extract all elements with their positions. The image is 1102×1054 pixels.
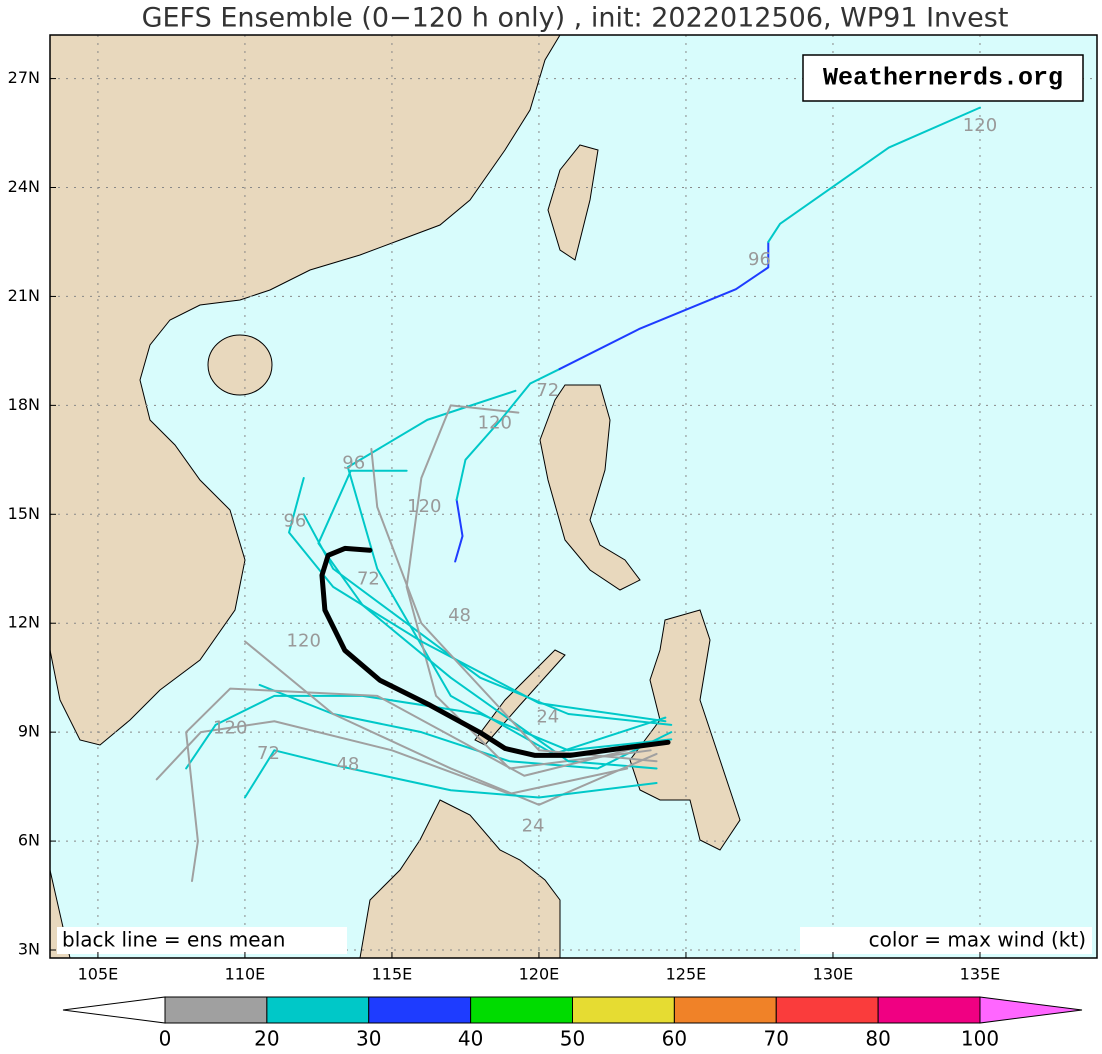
- track-hour-label: 120: [213, 718, 247, 739]
- lat-tick-label: 27N: [8, 68, 40, 87]
- member-track: [558, 240, 770, 371]
- colorbar-label: 70: [764, 1027, 789, 1051]
- lon-tick-label: 110E: [225, 965, 266, 984]
- lat-tick-label: 12N: [8, 613, 40, 632]
- colorbar-label: 30: [356, 1027, 381, 1051]
- member-track: [455, 368, 561, 501]
- land: [50, 35, 741, 958]
- lon-tick-label: 135E: [960, 965, 1001, 984]
- note-right: color = max wind (kt): [869, 928, 1086, 952]
- member-track: [155, 720, 629, 795]
- lat-tick-label: 15N: [8, 504, 40, 523]
- colorbar-segment: [775, 996, 879, 1024]
- track-hour-label: 120: [963, 115, 997, 136]
- colorbar-segment: [470, 996, 573, 1024]
- track-hour-label: 48: [448, 605, 471, 626]
- lon-tick-label: 115E: [372, 965, 413, 984]
- track-hour-label: 96: [748, 249, 771, 270]
- member-track: [454, 498, 464, 563]
- colorbar-over: [979, 996, 1083, 1024]
- lat-tick-label: 9N: [18, 722, 40, 741]
- colorbar-segment: [266, 996, 370, 1024]
- colorbar-segment: [164, 996, 268, 1024]
- track-hour-label: 24: [522, 816, 545, 837]
- colorbar-under: [62, 996, 166, 1024]
- lon-tick-label: 105E: [78, 965, 119, 984]
- colorbar-label: 50: [560, 1027, 585, 1051]
- watermark: Weathernerds.org: [823, 64, 1063, 93]
- lon-tick-label: 125E: [666, 965, 707, 984]
- note-box: [57, 927, 347, 954]
- watermark-box: [802, 54, 1084, 102]
- mainland: [50, 35, 561, 746]
- lat-tick-label: 6N: [18, 831, 40, 850]
- track-hour-label: 96: [283, 511, 306, 532]
- member-track: [767, 106, 981, 243]
- colorbar-segment: [877, 996, 981, 1024]
- track-hour-label: 120: [478, 413, 512, 434]
- colorbar-segment: [673, 996, 777, 1024]
- track-hour-label: 96: [342, 452, 365, 473]
- track-hour-label: 72: [536, 380, 559, 401]
- member-track: [258, 683, 673, 770]
- member-track: [288, 476, 667, 723]
- lat-tick-label: 18N: [8, 395, 40, 414]
- colorbar-segment: [368, 996, 472, 1024]
- colorbar-label: 100: [961, 1027, 999, 1051]
- track-hour-label: 120: [287, 630, 321, 651]
- title: GEFS Ensemble (0−120 h only) , init: 202…: [142, 3, 1009, 34]
- taiwan: [547, 144, 599, 261]
- track-hour-label: 120: [407, 496, 441, 517]
- track-hour-label: 72: [257, 743, 280, 764]
- note-left: black line = ens mean: [62, 928, 286, 952]
- lat-tick-label: 3N: [18, 940, 40, 959]
- colorbar-label: 20: [254, 1027, 279, 1051]
- member-track: [185, 687, 643, 883]
- colorbar-label: 60: [662, 1027, 687, 1051]
- colorbar-label: 0: [159, 1027, 172, 1051]
- borneo: [359, 799, 561, 958]
- colorbar-label: 80: [865, 1027, 890, 1051]
- hainan: [207, 334, 273, 396]
- lon-tick-label: 130E: [813, 965, 854, 984]
- track-hour-label: 72: [357, 569, 380, 590]
- lat-tick-label: 21N: [8, 286, 40, 305]
- track-hour-label: 24: [536, 707, 559, 728]
- lat-tick-label: 24N: [8, 177, 40, 196]
- colorbar-segment: [572, 996, 675, 1024]
- member-track: [243, 640, 658, 806]
- member-track: [243, 749, 658, 799]
- track-hour-label: 48: [336, 754, 359, 775]
- note-box: [800, 927, 1092, 954]
- map-frame: [49, 34, 1098, 959]
- lon-tick-label: 120E: [519, 965, 560, 984]
- luzon: [539, 384, 641, 591]
- colorbar-label: 40: [458, 1027, 483, 1051]
- ensemble-mean-track: [319, 545, 671, 758]
- mindanao: [629, 609, 741, 851]
